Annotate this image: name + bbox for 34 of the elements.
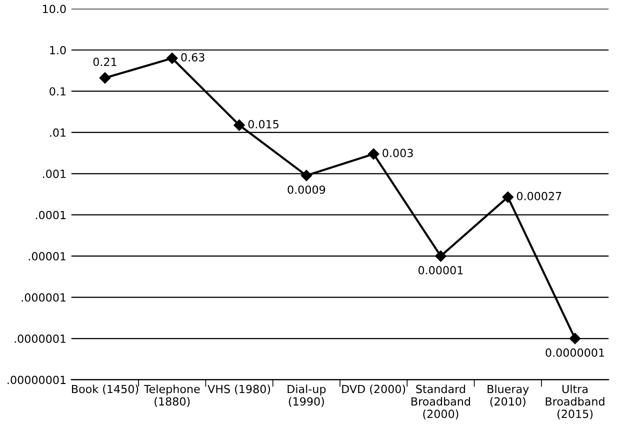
data-label: 0.00027 (516, 192, 562, 200)
y-tick-label: .000001 (22, 293, 66, 302)
point (234, 120, 245, 131)
x-tick-label: Telephone (1880) (144, 384, 200, 407)
x-tick-label: Dial-up (1990) (288, 384, 326, 407)
data-label: 0.00001 (418, 266, 463, 274)
data-label: 0.0009 (288, 185, 326, 194)
data-label: 0.003 (382, 148, 413, 158)
point (368, 148, 380, 160)
y-tick-label: .001 (43, 170, 66, 178)
y-tick-label: .0001 (36, 210, 66, 220)
y-tick-label: 10.0 (43, 4, 66, 14)
point (569, 332, 581, 344)
point (300, 170, 312, 182)
x-tick-label: DVD (2000) (342, 384, 406, 395)
data-label: 0.015 (248, 120, 278, 128)
point (166, 52, 178, 64)
x-tick-label: Blueray (2010) (488, 384, 529, 407)
data-label: 0.63 (181, 53, 204, 62)
data-label: 0.0000001 (546, 348, 604, 357)
y-tick-label: 0.1 (50, 87, 66, 96)
x-tick-label: Standard Broadband (2000) (412, 384, 470, 420)
x-tick-label: Ultra Broadband (2015) (546, 384, 604, 420)
y-tick-label: 1.0 (50, 46, 66, 54)
y-tick-label: .01 (50, 128, 66, 137)
point (99, 72, 111, 84)
y-tick-label: .00000001 (8, 376, 66, 384)
point (502, 191, 514, 203)
point (435, 250, 446, 262)
x-tick-label: Book (1450) (72, 384, 138, 395)
y-tick-label: .00001 (28, 252, 66, 260)
data-label: 0.21 (93, 58, 116, 66)
y-tick-label: .0000001 (14, 334, 66, 343)
x-tick-label: VHS (1980) (208, 384, 270, 395)
